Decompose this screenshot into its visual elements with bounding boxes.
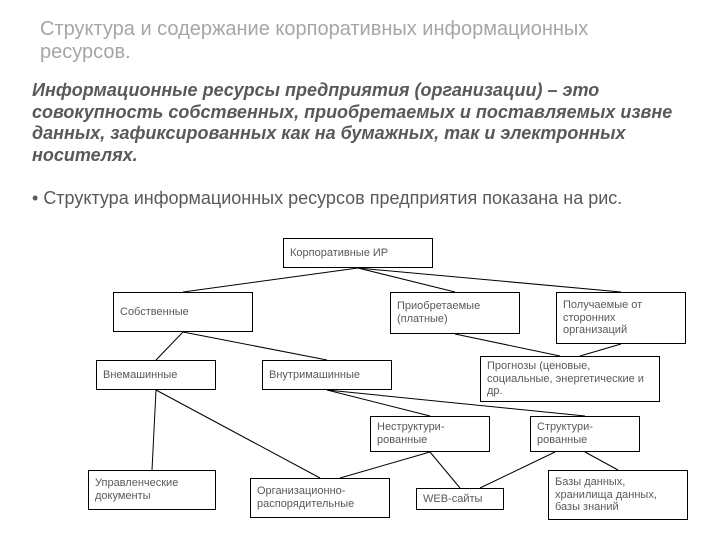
definition-lead: Информационные ресурсы предприятия (орга… [32,80,543,100]
node-inmachine: Внутримашинные [262,360,392,390]
node-unstruct: Неструктури­рованные [370,416,490,452]
node-label: WEB-сайты [423,493,482,506]
edge-unstruct-orgdocs [340,452,430,478]
node-label: Прогнозы (ценовые, социальные, энергетич… [487,360,653,398]
node-outmachine: Внемашинные [96,360,216,390]
node-mgmtdocs: Управленческие документы [88,470,216,510]
node-own: Собственные [113,292,253,332]
node-label: Структури­рованные [537,421,633,446]
edge-struct-web [480,452,555,488]
node-struct: Структури­рованные [530,416,640,452]
definition-text: Информационные ресурсы предприятия (орга… [32,80,688,166]
edge-unstruct-web [430,452,460,488]
node-label: Собственные [120,306,189,319]
edge-external-forecasts [580,344,621,356]
edge-acquired-forecasts [455,334,560,356]
edge-root-external [358,268,621,292]
node-label: Неструктури­рованные [377,421,483,446]
bullet-text: • Структура информационных ресурсов пред… [32,188,688,210]
node-label: Корпоративные ИР [290,247,388,260]
edge-outmachine-orgdocs [156,390,320,478]
node-label: Приобретаемые (платные) [397,300,513,325]
node-root: Корпоративные ИР [283,238,433,268]
node-external: Получаемые от сторонних организаций [556,292,686,344]
node-label: Базы данных, хранилища данных, базы знан… [555,476,681,514]
bullet-content: Структура информационных ресурсов предпр… [43,188,622,208]
edge-inmachine-unstruct [327,390,430,416]
edge-root-acquired [358,268,455,292]
edge-own-outmachine [156,332,183,360]
node-label: Управленческие документы [95,477,209,502]
node-orgdocs: Организационно-распорядитель­ные [250,478,390,518]
node-acquired: Приобретаемые (платные) [390,292,520,334]
node-label: Внемашинные [103,369,177,382]
edge-struct-db [585,452,618,470]
bullet-marker: • [32,188,43,208]
edge-outmachine-mgmtdocs [152,390,156,470]
node-web: WEB-сайты [416,488,504,510]
slide-title: Структура и содержание корпоративных инф… [40,18,680,64]
edge-root-own [183,268,358,292]
edge-own-inmachine [183,332,327,360]
node-label: Внутримашинные [269,369,360,382]
slide: Структура и содержание корпоративных инф… [0,0,720,540]
node-label: Организационно-распорядитель­ные [257,485,383,510]
node-db: Базы данных, хранилища данных, базы знан… [548,470,688,520]
node-forecasts: Прогнозы (ценовые, социальные, энергетич… [480,356,660,402]
node-label: Получаемые от сторонних организаций [563,299,679,337]
